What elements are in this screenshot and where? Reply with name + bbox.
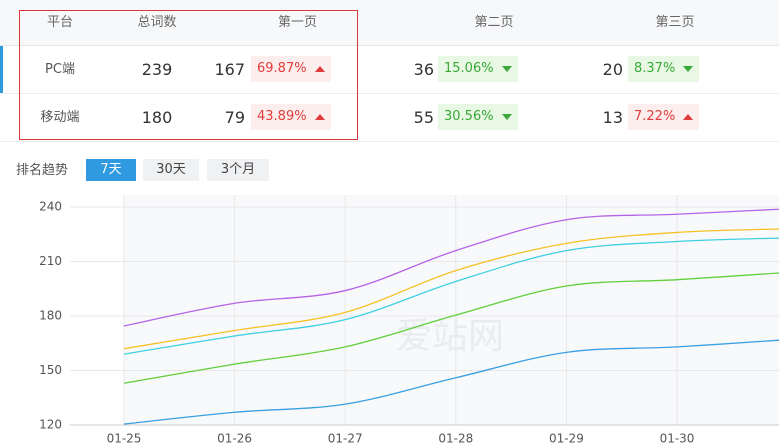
series-line <box>123 339 779 425</box>
total-count: 180 <box>141 108 173 127</box>
x-tick-label: 01-26 <box>217 432 252 446</box>
y-tick-label: 180 <box>39 309 62 323</box>
series-line <box>123 228 779 350</box>
page-count: 167 <box>214 60 245 79</box>
percent: 8.37% <box>634 61 676 76</box>
x-tick-label: 01-27 <box>328 432 363 446</box>
x-tick-label: 01-25 <box>107 432 142 446</box>
row-indicator <box>0 46 3 93</box>
highlight-box <box>19 10 358 140</box>
column-header: 总词数 <box>137 15 177 30</box>
rank-change: 30.56% <box>438 104 518 130</box>
y-tick-label: 240 <box>39 200 62 214</box>
x-tick-label: 01-30 <box>660 432 695 446</box>
table-header <box>0 0 779 46</box>
y-tick-label: 150 <box>39 363 62 377</box>
row-divider <box>0 141 779 142</box>
page-count: 79 <box>224 108 245 127</box>
plot-background <box>124 195 779 425</box>
page-count: 13 <box>602 108 623 127</box>
rank-change: 8.37% <box>628 56 700 82</box>
trend-arrow <box>314 65 325 72</box>
percent: 7.22% <box>634 109 676 124</box>
rank-change: 69.87% <box>251 56 331 82</box>
column-header: 平台 <box>46 15 73 30</box>
series-line <box>123 208 779 327</box>
range-tab[interactable]: 7天 <box>86 159 136 181</box>
percent: 30.56% <box>444 109 494 124</box>
trend-arrow <box>501 65 512 72</box>
page-count: 36 <box>413 60 434 79</box>
percent: 69.87% <box>257 61 307 76</box>
watermark: 爱站网 <box>396 316 504 357</box>
series-line <box>123 272 779 384</box>
trend-arrow <box>501 113 512 120</box>
x-tick-label: 01-29 <box>549 432 584 446</box>
series-line <box>123 237 779 355</box>
chart: 01-25 01-26 01-27 01-28 01-29 01-30 120 150 180 2… <box>39 195 779 446</box>
trend-arrow <box>683 65 694 72</box>
percent: 15.06% <box>444 61 494 76</box>
trend-arrow <box>314 113 325 120</box>
platform: PC端 <box>45 62 75 77</box>
percent: 43.89% <box>257 109 307 124</box>
range-tab[interactable]: 3个月 <box>207 159 269 181</box>
column-header: 第二页 <box>474 15 514 30</box>
rank-change: 15.06% <box>438 56 518 82</box>
column-header: 第一页 <box>277 15 317 30</box>
x-tick-label: 01-28 <box>438 432 473 446</box>
page-count: 20 <box>602 60 623 79</box>
column-header: 第三页 <box>655 15 695 30</box>
rank-change: 7.22% <box>628 104 700 130</box>
range-tab[interactable]: 30天 <box>143 159 199 181</box>
y-tick-label: 120 <box>39 418 62 432</box>
row-divider <box>0 93 779 94</box>
platform: 移动端 <box>40 110 80 125</box>
y-tick-label: 210 <box>39 254 62 268</box>
total-count: 239 <box>141 60 173 79</box>
trend-label: 排名趋势 <box>16 163 69 178</box>
trend-arrow <box>683 113 694 120</box>
lines <box>123 208 779 425</box>
rank-change: 43.89% <box>251 104 331 130</box>
page-count: 55 <box>413 108 434 127</box>
